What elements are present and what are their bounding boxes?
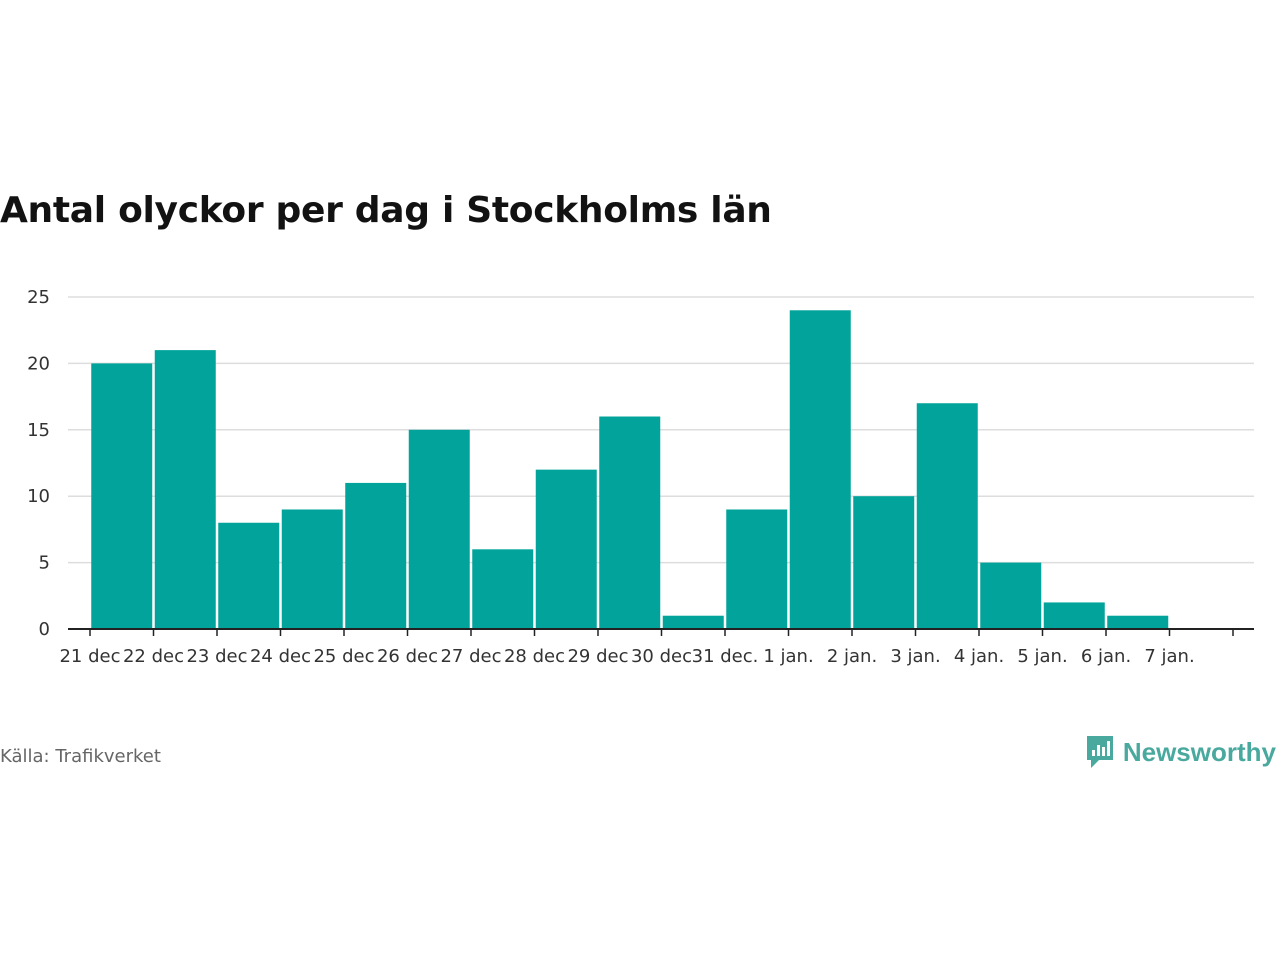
bar xyxy=(789,310,851,629)
bar xyxy=(345,482,407,629)
bar xyxy=(662,615,724,629)
y-tick-label: 0 xyxy=(39,619,50,640)
bar xyxy=(408,429,470,629)
x-tick-label: 5 jan. xyxy=(1017,646,1067,667)
x-tick-label: 26 dec xyxy=(377,646,438,667)
y-tick-label: 10 xyxy=(27,486,50,507)
x-tick-label: 22 dec xyxy=(123,646,184,667)
bar xyxy=(281,509,343,629)
x-tick-label: 25 dec xyxy=(313,646,374,667)
y-tick-label: 15 xyxy=(27,420,50,441)
bar-chart: 0 5 10 15 20 25 21 dec 22 dec 23 dec 24 dec 25 de… xyxy=(27,287,1254,667)
x-tick-label: 30 dec xyxy=(631,646,692,667)
y-tick-label: 5 xyxy=(39,553,50,574)
bar xyxy=(535,469,597,629)
x-tick-label: 7 jan. xyxy=(1144,646,1194,667)
x-tick-label: 24 dec xyxy=(250,646,311,667)
bar xyxy=(1107,615,1169,629)
bar xyxy=(916,403,978,629)
bar xyxy=(218,522,280,629)
y-tick-label: 20 xyxy=(27,353,50,374)
bar xyxy=(1043,602,1105,629)
bar xyxy=(472,549,534,629)
y-tick-label: 25 xyxy=(27,287,50,308)
y-axis: 0 5 10 15 20 25 xyxy=(27,287,50,640)
bar xyxy=(853,496,915,629)
chart-title: Antal olyckor per dag i Stockholms län xyxy=(0,190,772,231)
x-tick-label: 28 dec xyxy=(504,646,565,667)
x-tick-label: 3 jan. xyxy=(890,646,940,667)
x-tick-label: 4 jan. xyxy=(954,646,1004,667)
source-note: Källa: Trafikverket xyxy=(0,746,161,767)
x-tick-label: 21 dec xyxy=(59,646,120,667)
gridlines xyxy=(68,296,1254,564)
brand-logo[interactable]: Newsworthy xyxy=(1085,734,1276,770)
bar xyxy=(91,363,153,629)
newsworthy-logo-icon xyxy=(1086,736,1113,768)
bar xyxy=(980,562,1042,629)
x-tick-label: 31 dec. xyxy=(692,646,759,667)
bar xyxy=(154,350,216,629)
x-tick-label: 27 dec xyxy=(440,646,501,667)
x-tick-label: 23 dec xyxy=(186,646,247,667)
x-tick-label: 1 jan. xyxy=(763,646,813,667)
x-axis: 21 dec 22 dec 23 dec 24 dec 25 dec 26 dec 27 d… xyxy=(59,628,1254,667)
bar xyxy=(726,509,788,629)
bar xyxy=(599,416,661,629)
x-tick-label: 29 dec xyxy=(567,646,628,667)
x-tick-label: 2 jan. xyxy=(827,646,877,667)
bars xyxy=(91,310,1169,629)
brand-name: Newsworthy xyxy=(1122,736,1276,767)
x-tick-label: 6 jan. xyxy=(1081,646,1131,667)
